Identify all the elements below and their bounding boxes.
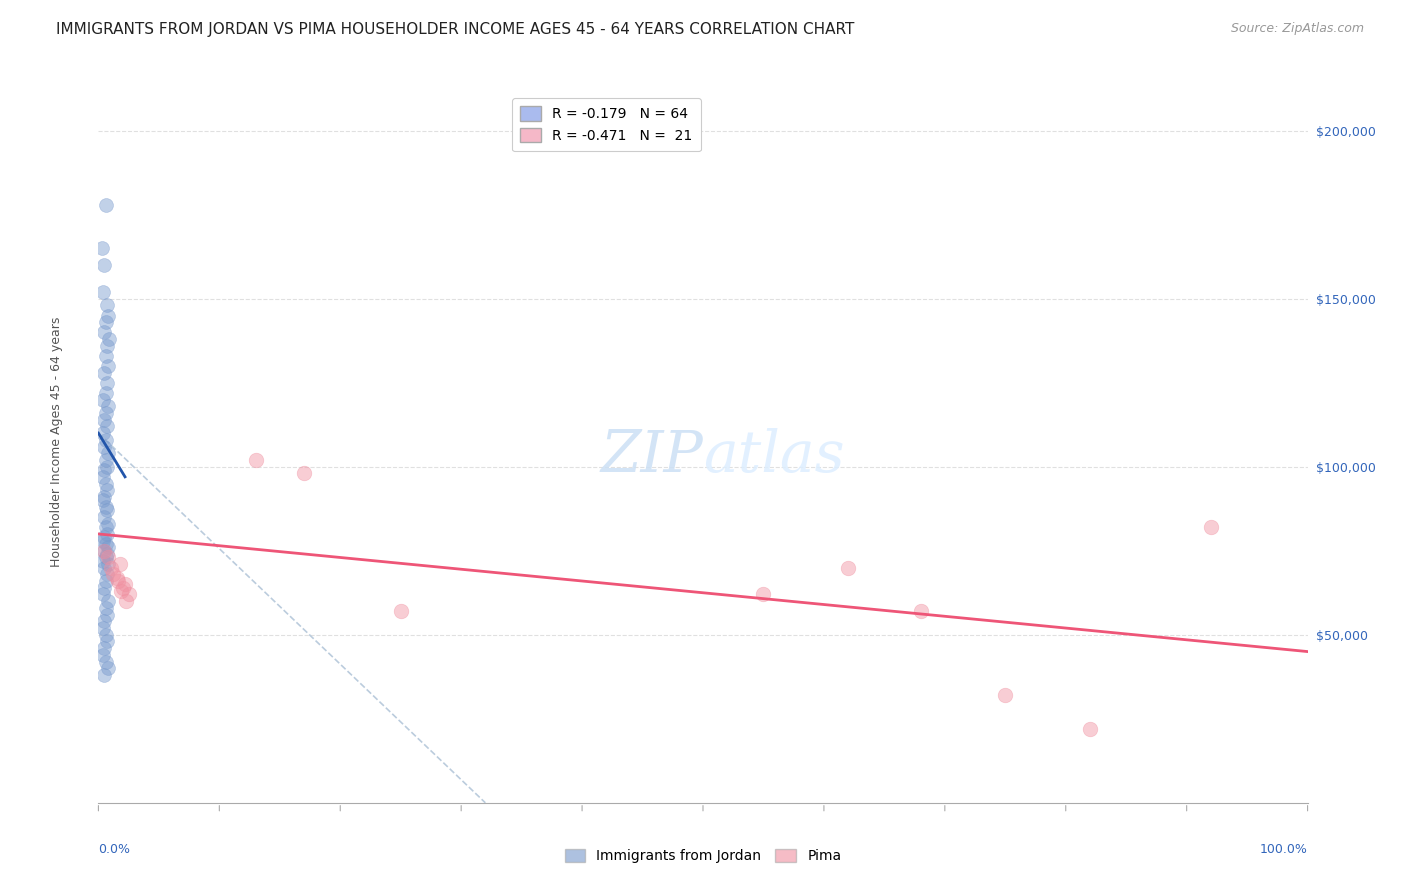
Point — [91, 392, 114, 407]
Point — [97, 661, 120, 675]
Point — [91, 470, 114, 484]
Point — [94, 628, 117, 642]
Point — [389, 604, 412, 618]
Point — [93, 463, 115, 477]
Point — [752, 587, 775, 601]
Point — [96, 547, 118, 561]
Point — [91, 554, 114, 568]
Point — [97, 399, 120, 413]
Point — [93, 366, 115, 380]
Point — [93, 510, 115, 524]
Point — [91, 648, 114, 662]
Legend: R = -0.179   N = 64, R = -0.471   N =  21: R = -0.179 N = 64, R = -0.471 N = 21 — [512, 98, 700, 152]
Point — [93, 258, 115, 272]
Point — [107, 574, 129, 588]
Text: ZIP: ZIP — [600, 428, 703, 484]
Point — [91, 587, 114, 601]
Point — [94, 550, 117, 565]
Point — [94, 600, 117, 615]
Point — [100, 560, 122, 574]
Point — [94, 197, 117, 211]
Point — [91, 285, 114, 299]
Point — [96, 298, 118, 312]
Legend: Immigrants from Jordan, Pima: Immigrants from Jordan, Pima — [560, 844, 846, 869]
Point — [97, 558, 120, 572]
Text: 0.0%: 0.0% — [98, 843, 131, 855]
Point — [97, 446, 120, 460]
Point — [94, 385, 117, 400]
Point — [292, 467, 315, 481]
Point — [1078, 722, 1101, 736]
Point — [91, 426, 114, 441]
Point — [94, 500, 117, 514]
Point — [93, 560, 115, 574]
Point — [94, 433, 117, 447]
Point — [91, 241, 114, 255]
Point — [96, 419, 118, 434]
Point — [105, 571, 128, 585]
Point — [94, 537, 117, 551]
Point — [96, 634, 118, 648]
Point — [101, 567, 124, 582]
Point — [111, 581, 134, 595]
Point — [97, 516, 120, 531]
Point — [245, 453, 267, 467]
Point — [96, 483, 118, 498]
Point — [94, 453, 117, 467]
Point — [93, 530, 115, 544]
Point — [93, 615, 115, 629]
Text: Source: ZipAtlas.com: Source: ZipAtlas.com — [1230, 22, 1364, 36]
Point — [994, 688, 1017, 702]
Point — [96, 567, 118, 582]
Point — [96, 376, 118, 390]
Point — [93, 490, 115, 504]
Point — [94, 520, 117, 534]
Point — [91, 533, 114, 548]
Point — [96, 459, 118, 474]
Point — [96, 503, 118, 517]
Point — [97, 541, 120, 555]
Point — [91, 493, 114, 508]
Point — [114, 577, 136, 591]
Point — [837, 560, 859, 574]
Point — [94, 476, 117, 491]
Text: IMMIGRANTS FROM JORDAN VS PIMA HOUSEHOLDER INCOME AGES 45 - 64 YEARS CORRELATION: IMMIGRANTS FROM JORDAN VS PIMA HOUSEHOLD… — [56, 22, 855, 37]
Point — [94, 574, 117, 588]
Point — [94, 315, 117, 329]
Point — [115, 594, 138, 608]
Point — [91, 621, 114, 635]
Point — [97, 550, 120, 565]
Text: Householder Income Ages 45 - 64 years: Householder Income Ages 45 - 64 years — [49, 317, 63, 566]
Point — [93, 581, 115, 595]
Point — [97, 594, 120, 608]
Point — [96, 339, 118, 353]
Point — [93, 440, 115, 454]
Point — [93, 668, 115, 682]
Point — [94, 349, 117, 363]
Point — [96, 527, 118, 541]
Point — [93, 543, 115, 558]
Point — [93, 543, 115, 558]
Point — [1199, 520, 1222, 534]
Point — [910, 604, 932, 618]
Text: 100.0%: 100.0% — [1260, 843, 1308, 855]
Point — [97, 359, 120, 373]
Point — [110, 584, 132, 599]
Point — [94, 655, 117, 669]
Point — [96, 607, 118, 622]
Point — [118, 587, 141, 601]
Text: atlas: atlas — [703, 428, 845, 484]
Point — [94, 406, 117, 420]
Point — [98, 332, 121, 346]
Point — [93, 641, 115, 656]
Point — [108, 558, 131, 572]
Point — [93, 326, 115, 340]
Point — [93, 413, 115, 427]
Point — [97, 309, 120, 323]
